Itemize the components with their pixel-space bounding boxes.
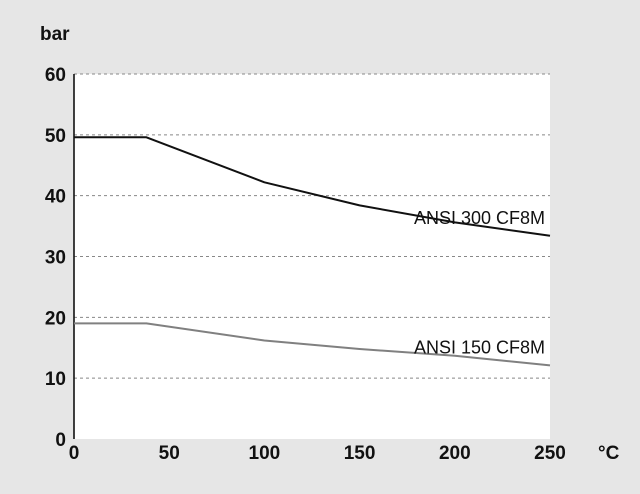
y-tick-label: 60 <box>45 65 66 86</box>
y-tick-label: 0 <box>55 430 66 451</box>
series-label: ANSI 300 CF8M <box>414 208 545 228</box>
series-line-2 <box>74 322 551 367</box>
tick-labels: 0 10 20 30 40 50 60 0 50 100 150 200 250 <box>45 65 566 464</box>
y-axis-unit: bar <box>40 24 70 45</box>
y-tick-label: 50 <box>45 126 66 147</box>
x-tick-label: 0 <box>69 443 80 464</box>
x-axis-unit: °C <box>598 443 620 464</box>
y-tick-label: 40 <box>45 187 66 208</box>
x-tick-label: 100 <box>249 443 281 464</box>
y-tick-label: 20 <box>45 308 66 329</box>
y-tick-label: 30 <box>45 248 66 269</box>
series-lines: ANSI 300 CF8M ANSI 150 CF8M <box>74 136 551 367</box>
x-tick-label: 250 <box>534 443 566 464</box>
series-line-1 <box>74 136 551 237</box>
y-tick-label: 10 <box>45 369 66 390</box>
x-tick-label: 150 <box>344 443 376 464</box>
x-tick-label: 200 <box>439 443 471 464</box>
series-label: ANSI 150 CF8M <box>414 337 545 357</box>
x-tick-label: 50 <box>159 443 180 464</box>
gridlines <box>74 73 550 379</box>
